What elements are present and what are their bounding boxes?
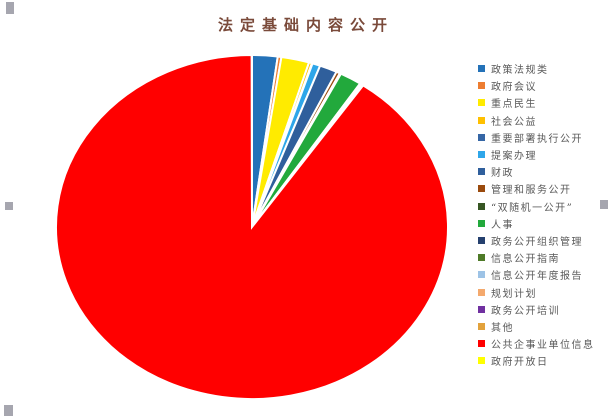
selection-handle-left-middle[interactable] — [5, 202, 13, 210]
legend-swatch — [478, 357, 485, 365]
legend-item-6[interactable]: 财政 — [478, 163, 595, 180]
legend-item-5[interactable]: 提案办理 — [478, 146, 595, 163]
legend-item-13[interactable]: 规划计划 — [478, 283, 595, 300]
legend-item-15[interactable]: 其他 — [478, 318, 595, 335]
legend-item-9[interactable]: 人事 — [478, 215, 595, 232]
legend-item-8[interactable]: “双随机一公开” — [478, 198, 595, 215]
legend-label: 提案办理 — [491, 151, 537, 163]
legend-label: 社会公益 — [491, 116, 537, 128]
legend-swatch — [478, 151, 485, 159]
legend-label: 规划计划 — [491, 288, 537, 300]
legend-swatch — [478, 82, 485, 90]
legend-item-0[interactable]: 政策法规类 — [478, 60, 595, 77]
legend-label: 信息公开指南 — [491, 254, 560, 266]
legend-item-16[interactable]: 公共企事业单位信息 — [478, 335, 595, 352]
legend-item-12[interactable]: 信息公开年度报告 — [478, 266, 595, 283]
legend-label: 信息公开年度报告 — [491, 271, 583, 283]
legend-item-10[interactable]: 政务公开组织管理 — [478, 232, 595, 249]
legend-label: 政府开放日 — [491, 357, 549, 369]
selection-handle-right-middle[interactable] — [600, 200, 608, 209]
legend-swatch — [478, 322, 485, 330]
legend-item-14[interactable]: 政务公开培训 — [478, 301, 595, 318]
legend-label: 政务公开组织管理 — [491, 236, 583, 248]
legend-label: 公共企事业单位信息 — [491, 340, 595, 352]
legend-swatch — [478, 65, 485, 73]
legend-swatch — [478, 271, 485, 279]
legend-swatch — [478, 185, 485, 193]
legend-item-3[interactable]: 社会公益 — [478, 112, 595, 129]
legend-swatch — [478, 236, 485, 244]
legend-label: 财政 — [491, 168, 514, 180]
legend-label: 重要部署执行公开 — [491, 133, 583, 145]
selection-handle-bottom-left[interactable] — [4, 405, 13, 416]
legend-item-1[interactable]: 政府会议 — [478, 77, 595, 94]
legend-swatch — [478, 168, 485, 176]
legend-swatch — [478, 219, 485, 227]
legend-swatch — [478, 305, 485, 313]
legend-label: “双随机一公开” — [491, 202, 574, 214]
legend-item-7[interactable]: 管理和服务公开 — [478, 180, 595, 197]
legend-swatch — [478, 116, 485, 124]
legend-swatch — [478, 202, 485, 210]
legend-swatch — [478, 288, 485, 296]
legend-item-11[interactable]: 信息公开指南 — [478, 249, 595, 266]
legend-swatch — [478, 340, 485, 348]
legend-label: 管理和服务公开 — [491, 185, 572, 197]
legend-label: 人事 — [491, 219, 514, 231]
legend-label: 政府会议 — [491, 82, 537, 94]
legend-label: 政策法规类 — [491, 65, 549, 77]
chart-title[interactable]: 法定基础内容公开 — [217, 16, 394, 34]
legend-swatch — [478, 254, 485, 262]
legend-swatch — [478, 133, 485, 141]
legend-label: 其他 — [491, 322, 514, 334]
legend-item-2[interactable]: 重点民生 — [478, 94, 595, 111]
legend-item-17[interactable]: 政府开放日 — [478, 352, 595, 369]
legend-item-4[interactable]: 重要部署执行公开 — [478, 129, 595, 146]
legend-label: 重点民生 — [491, 99, 537, 111]
legend: 政策法规类政府会议重点民生社会公益重要部署执行公开 提案办理财政管理和服务公开 “双… — [478, 60, 595, 369]
selection-handle-top-left[interactable] — [6, 2, 14, 14]
legend-swatch — [478, 99, 485, 107]
legend-label: 政务公开培训 — [491, 305, 560, 317]
